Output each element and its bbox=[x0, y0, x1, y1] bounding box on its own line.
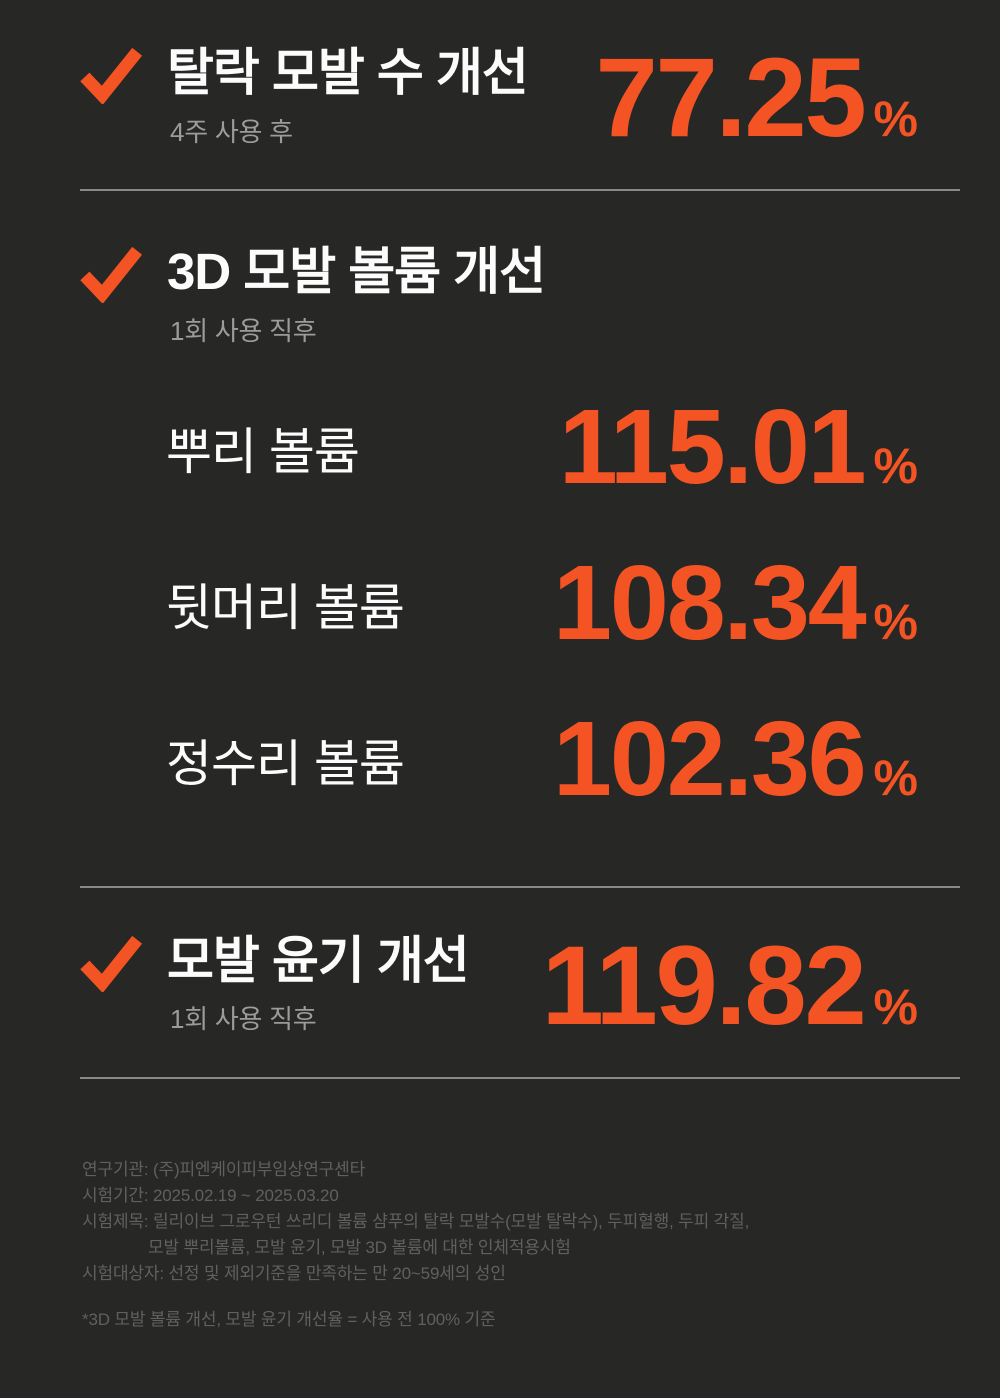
section-title: 모발 윤기 개선 bbox=[167, 931, 470, 989]
shine-titles: 모발 윤기 개선 1회 사용 직후 bbox=[167, 931, 470, 1037]
percentage-unit: % bbox=[873, 593, 918, 650]
baseline-note: *3D 모발 볼륨 개선, 모발 윤기 개선율 = 사용 전 100% 기준 bbox=[82, 1309, 496, 1329]
volume-title-group: 3D 모발 볼륨 개선 1회 사용 직후 bbox=[80, 243, 960, 348]
volume-titles: 3D 모발 볼륨 개선 1회 사용 직후 bbox=[167, 243, 546, 348]
percentage-unit: % bbox=[873, 749, 918, 806]
hair-loss-titles: 탈락 모발 수 개선 4주 사용 후 bbox=[167, 44, 529, 149]
volume-row-crown: 정수리 볼륨 102.36 % bbox=[80, 686, 960, 834]
test-period-line: 시험기간: 2025.02.19 ~ 2025.03.20 bbox=[82, 1185, 339, 1205]
shine-percentage: 119.82 % bbox=[541, 922, 960, 1048]
volume-rows: 뿌리 볼륨 115.01 % 뒷머리 볼륨 108.34 % 정수리 볼륨 10… bbox=[80, 374, 960, 834]
test-subjects-line: 시험대상자: 선정 및 제외기준을 만족하는 만 20~59세의 성인 bbox=[82, 1263, 506, 1283]
section-subtitle: 1회 사용 직후 bbox=[170, 1004, 317, 1035]
check-icon bbox=[80, 46, 142, 104]
check-icon bbox=[80, 934, 142, 992]
percentage-unit: % bbox=[873, 91, 918, 147]
section-subtitle: 1회 사용 직후 bbox=[170, 315, 317, 346]
check-icon bbox=[80, 245, 142, 304]
volume-row-label: 뒷머리 볼륨 bbox=[166, 579, 405, 636]
divider bbox=[80, 1076, 960, 1079]
section-title: 탈락 모발 수 개선 bbox=[167, 44, 529, 101]
percentage-unit: % bbox=[873, 437, 918, 494]
section-subtitle: 4주 사용 후 bbox=[170, 116, 293, 147]
hair-loss-header-row: 탈락 모발 수 개선 4주 사용 후 77.25 % bbox=[80, 35, 960, 160]
percentage-value: 108.34 bbox=[553, 543, 867, 662]
section-hair-loss-improvement: 탈락 모발 수 개선 4주 사용 후 77.25 % bbox=[80, 0, 960, 189]
test-title-line: 시험제목: 릴리이브 그로우턴 쓰리디 볼륨 샴푸의 탈락 모발수(모발 탈락수… bbox=[82, 1211, 750, 1231]
section-title: 3D 모발 볼륨 개선 bbox=[167, 243, 546, 301]
hair-loss-title-group: 탈락 모발 수 개선 4주 사용 후 bbox=[80, 44, 529, 149]
divider bbox=[80, 885, 960, 888]
percentage-unit: % bbox=[873, 978, 918, 1035]
percentage-value: 102.36 bbox=[553, 699, 867, 818]
volume-row-label: 정수리 볼륨 bbox=[166, 735, 405, 792]
volume-row-label: 뿌리 볼륨 bbox=[166, 423, 360, 480]
section-hair-shine-improvement: 모발 윤기 개선 1회 사용 직후 119.82 % bbox=[80, 888, 960, 1077]
shine-header-row: 모발 윤기 개선 1회 사용 직후 119.82 % bbox=[80, 922, 960, 1048]
volume-row-back: 뒷머리 볼륨 108.34 % bbox=[80, 530, 960, 678]
percentage-value: 77.25 bbox=[595, 35, 866, 160]
section-3d-volume-improvement: 3D 모발 볼륨 개선 1회 사용 직후 뿌리 볼륨 115.01 % 뒷머리 … bbox=[80, 191, 960, 886]
divider bbox=[80, 189, 960, 192]
volume-row-percentage: 115.01 % bbox=[558, 387, 960, 506]
research-institute-line: 연구기관: (주)피엔케이피부임상연구센타 bbox=[82, 1159, 366, 1179]
percentage-value: 119.82 bbox=[541, 922, 867, 1048]
volume-row-root: 뿌리 볼륨 115.01 % bbox=[80, 374, 960, 522]
hair-loss-percentage: 77.25 % bbox=[595, 35, 960, 160]
shine-title-group: 모발 윤기 개선 1회 사용 직후 bbox=[80, 931, 470, 1037]
percentage-value: 115.01 bbox=[558, 387, 867, 506]
test-title-line-continued: 모발 뿌리볼륨, 모발 윤기, 모발 3D 볼륨에 대한 인체적용시험 bbox=[148, 1237, 571, 1257]
volume-row-percentage: 102.36 % bbox=[553, 699, 960, 818]
study-details-footer: 연구기관: (주)피엔케이피부임상연구센타 시험기간: 2025.02.19 ~… bbox=[80, 1079, 960, 1333]
volume-row-percentage: 108.34 % bbox=[553, 543, 960, 662]
